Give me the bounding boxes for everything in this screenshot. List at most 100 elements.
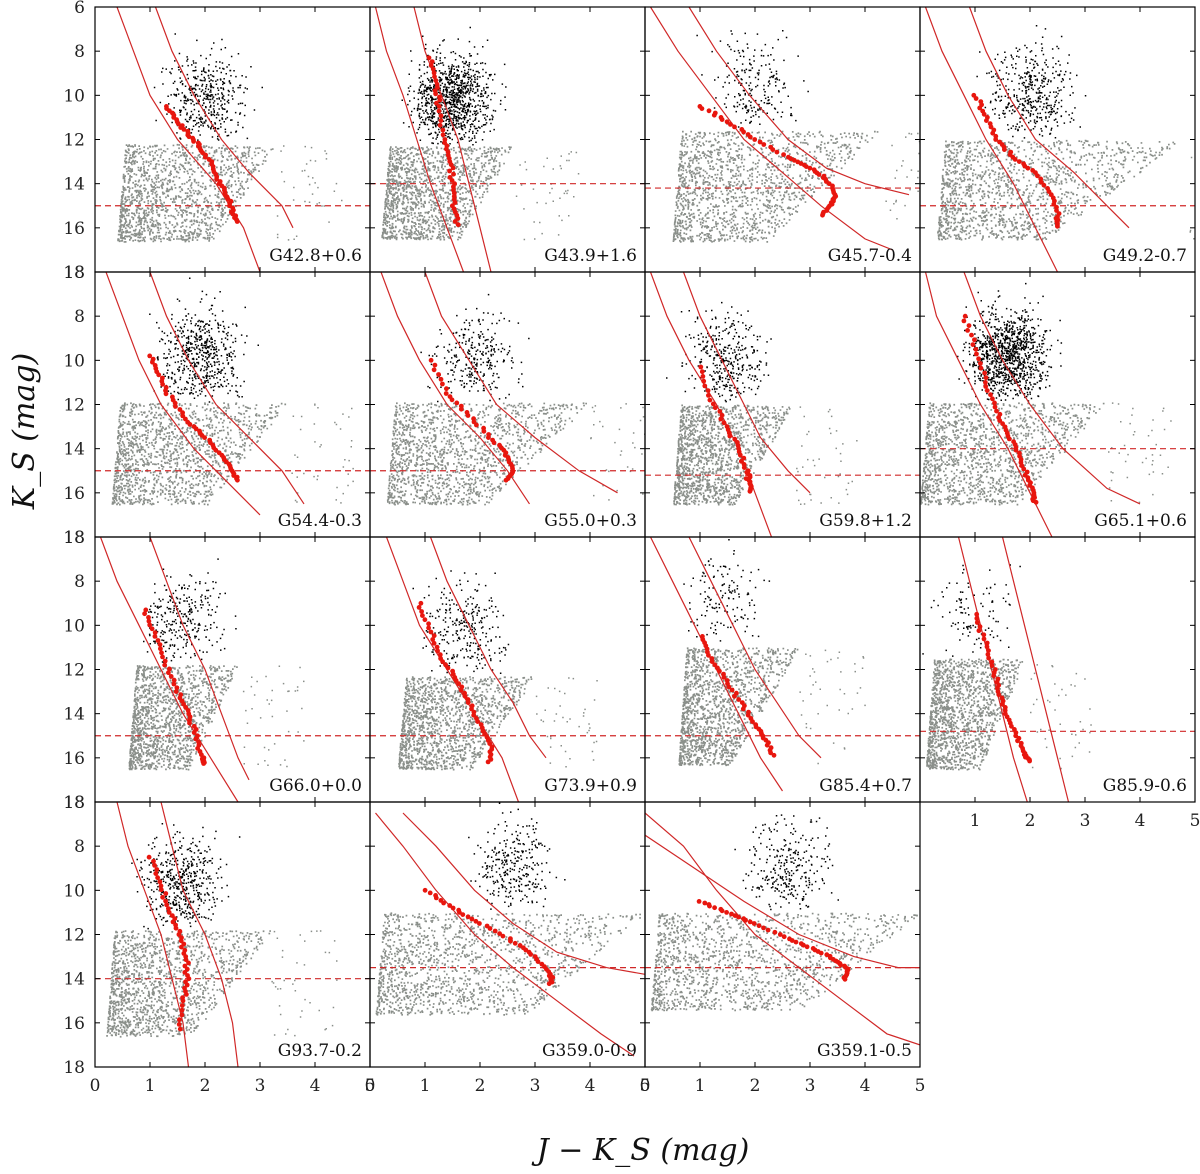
panel-label: G42.8+0.6: [269, 246, 362, 266]
faint-outliers: [515, 151, 580, 241]
red-clump-point: [235, 477, 240, 483]
red-clump-point: [996, 692, 1002, 698]
red-clump-track: [164, 104, 240, 224]
reference-curve-2: [160, 802, 239, 1067]
red-clump-point: [428, 629, 434, 635]
bright-star-points: [683, 539, 771, 642]
red-clump-point: [191, 139, 197, 144]
y-tick-label: 10: [63, 881, 85, 901]
x-tick-label: 0: [365, 1076, 376, 1096]
red-clump-point: [981, 632, 987, 638]
y-tick-label: 18: [63, 263, 85, 283]
red-clump-point: [1016, 159, 1022, 165]
bright-star-points: [976, 25, 1087, 139]
faint-star-points: [926, 658, 1024, 771]
reference-curve-2: [682, 272, 811, 494]
panel-g65-1-0-6: G65.1+0.6: [919, 271, 1196, 538]
red-clump-point: [458, 406, 464, 412]
x-tick-label: 3: [530, 1076, 541, 1096]
red-clump-point: [699, 106, 705, 111]
red-clump-point: [416, 605, 422, 610]
red-clump-point: [717, 409, 723, 414]
red-clump-point: [765, 927, 771, 933]
red-clump-point: [202, 154, 208, 160]
red-clump-point: [1051, 201, 1057, 207]
red-clump-point: [732, 124, 737, 130]
red-clump-point: [772, 929, 778, 935]
red-clump-point: [428, 63, 434, 68]
red-clump-point: [752, 137, 758, 142]
reference-curve-1: [116, 7, 261, 272]
faint-outliers: [799, 649, 866, 765]
red-clump-point: [712, 405, 718, 411]
red-clump-point: [1033, 499, 1039, 505]
red-clump-point: [709, 659, 715, 664]
reference-curve-2: [413, 7, 492, 272]
red-clump-point: [710, 401, 716, 407]
red-clump-point: [706, 652, 711, 658]
red-clump-point: [1038, 179, 1044, 185]
red-clump-point: [732, 436, 738, 442]
red-clump-point: [477, 921, 482, 926]
red-clump-point: [756, 923, 762, 929]
reference-curve-2: [968, 7, 1130, 229]
red-clump-point: [146, 618, 152, 624]
reference-curve-1: [105, 272, 261, 516]
red-clump-point: [426, 621, 431, 627]
panel-g359-1-0-5: G359.1-0.5 0 1 2 3 4 5: [640, 801, 925, 1096]
panel-g54-4-0-3: G54.4-0.3 8 10 12 14 16 18 18: [63, 263, 371, 548]
panel-label: G85.4+0.7: [819, 776, 912, 796]
red-clump-point: [991, 673, 997, 679]
faint-outliers: [276, 145, 343, 241]
faint-outliers: [885, 132, 920, 220]
red-clump-point: [747, 919, 753, 925]
red-clump-point: [761, 925, 766, 931]
red-clump-point: [983, 375, 989, 381]
red-clump-point: [804, 944, 810, 950]
x-axis-label: J − K_S (mag): [531, 1133, 750, 1168]
red-clump-point: [457, 910, 462, 915]
red-clump-point: [777, 932, 783, 937]
panel-content: [95, 272, 370, 516]
x-tick-label: 2: [750, 1076, 761, 1096]
bright-star-points: [149, 277, 259, 403]
bright-star-points: [666, 301, 772, 403]
red-clump-track: [696, 899, 851, 982]
red-clump-point: [162, 658, 168, 664]
panel-content: [645, 537, 920, 792]
faint-star-points: [106, 930, 271, 1038]
red-clump-point: [1055, 223, 1060, 229]
reference-curve-2: [1001, 537, 1070, 802]
x-tick-label: 1: [970, 811, 981, 831]
red-clump-point: [781, 152, 786, 158]
red-clump-point: [440, 381, 445, 387]
red-clump-point: [1015, 738, 1020, 744]
red-clump-point: [434, 644, 440, 650]
red-clump-point: [458, 687, 464, 693]
red-clump-track: [147, 353, 240, 483]
red-clump-point: [497, 931, 502, 936]
panel-label: G55.0+0.3: [544, 511, 637, 531]
red-clump-point: [150, 359, 155, 365]
red-clump-point: [1021, 466, 1027, 472]
x-tick-label: 2: [475, 1076, 486, 1096]
faint-outliers: [242, 665, 305, 768]
faint-star-points: [398, 676, 533, 771]
red-clump-point: [168, 674, 174, 679]
panel-label: G43.9+1.6: [544, 246, 637, 266]
faint-outliers: [1189, 156, 1195, 240]
red-clump-point: [990, 396, 995, 402]
red-clump-point: [842, 976, 848, 982]
red-clump-point: [166, 910, 172, 915]
red-clump-point: [431, 633, 437, 639]
red-clump-point: [508, 938, 513, 944]
red-clump-point: [492, 928, 498, 934]
panel-content: [95, 7, 370, 272]
red-clump-point: [724, 910, 729, 915]
red-clump-point: [177, 1026, 183, 1032]
red-clump-point: [453, 678, 459, 683]
red-clump-track: [428, 357, 516, 483]
panel-content: [645, 7, 920, 251]
